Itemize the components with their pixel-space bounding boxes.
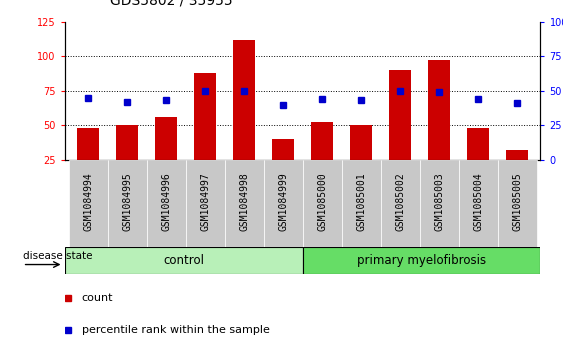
Bar bbox=[263, 160, 303, 247]
Bar bbox=[225, 160, 263, 247]
Text: disease state: disease state bbox=[23, 251, 92, 261]
Bar bbox=[467, 128, 489, 160]
Bar bbox=[342, 160, 381, 247]
Bar bbox=[498, 160, 537, 247]
Bar bbox=[117, 125, 138, 160]
Bar bbox=[78, 128, 99, 160]
Bar bbox=[272, 139, 294, 160]
Bar bbox=[108, 160, 146, 247]
Text: GSM1085003: GSM1085003 bbox=[434, 172, 444, 231]
Text: GSM1084997: GSM1084997 bbox=[200, 172, 210, 231]
Text: percentile rank within the sample: percentile rank within the sample bbox=[82, 325, 270, 335]
Bar bbox=[506, 150, 528, 160]
Bar bbox=[311, 122, 333, 160]
Bar bbox=[419, 160, 459, 247]
Text: primary myelofibrosis: primary myelofibrosis bbox=[357, 254, 486, 267]
Text: GSM1084994: GSM1084994 bbox=[83, 172, 93, 231]
Text: GSM1085005: GSM1085005 bbox=[512, 172, 522, 231]
Text: GSM1085004: GSM1085004 bbox=[473, 172, 483, 231]
Text: GDS5802 / 35955: GDS5802 / 35955 bbox=[110, 0, 233, 7]
Bar bbox=[155, 117, 177, 160]
Text: GSM1084996: GSM1084996 bbox=[161, 172, 171, 231]
Bar bbox=[186, 160, 225, 247]
Bar bbox=[350, 125, 372, 160]
Bar bbox=[459, 160, 498, 247]
Text: control: control bbox=[163, 254, 204, 267]
Bar bbox=[194, 73, 216, 160]
Bar bbox=[303, 247, 540, 274]
Bar bbox=[381, 160, 419, 247]
Text: GSM1084998: GSM1084998 bbox=[239, 172, 249, 231]
Bar bbox=[234, 40, 255, 160]
Bar bbox=[69, 160, 108, 247]
Text: GSM1085001: GSM1085001 bbox=[356, 172, 366, 231]
Bar bbox=[390, 70, 411, 160]
Text: GSM1084999: GSM1084999 bbox=[278, 172, 288, 231]
Bar bbox=[303, 160, 342, 247]
Text: GSM1084995: GSM1084995 bbox=[122, 172, 132, 231]
Bar bbox=[65, 247, 303, 274]
Text: GSM1085000: GSM1085000 bbox=[317, 172, 327, 231]
Text: GSM1085002: GSM1085002 bbox=[395, 172, 405, 231]
Bar bbox=[428, 60, 450, 160]
Text: count: count bbox=[82, 293, 113, 303]
Bar bbox=[146, 160, 186, 247]
